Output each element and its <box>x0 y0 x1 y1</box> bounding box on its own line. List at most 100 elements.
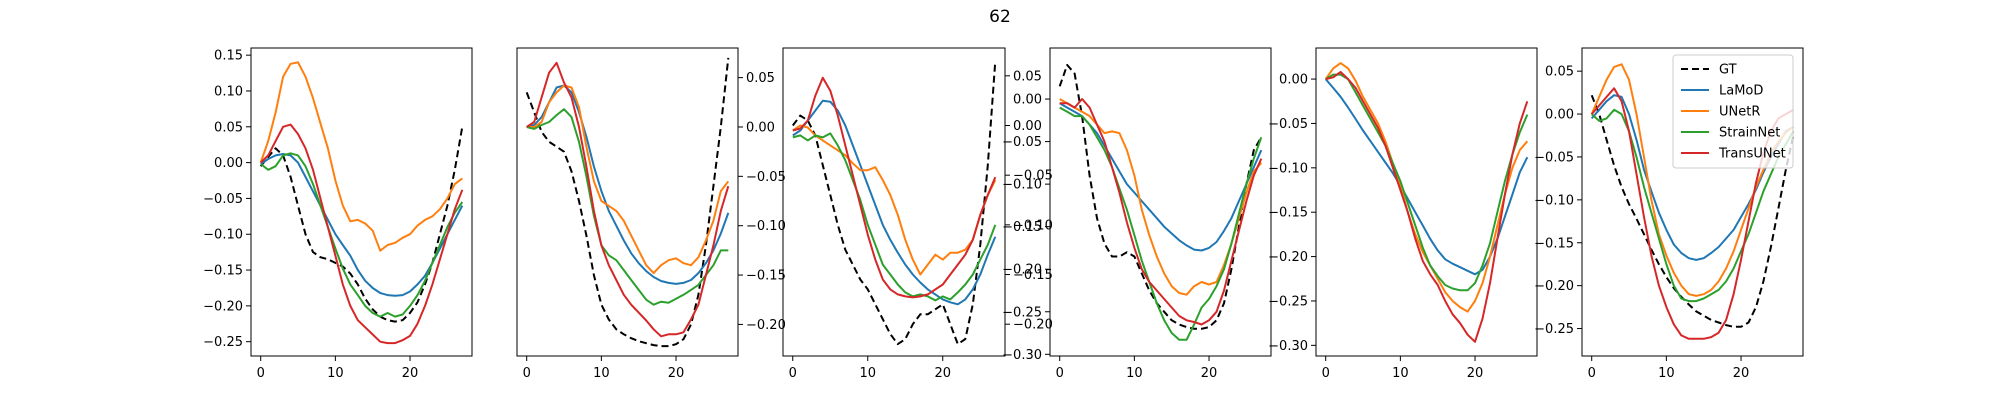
x-tick-label: 20 <box>934 366 951 381</box>
y-tick-label: −0.20 <box>746 318 786 333</box>
series-line-transunet <box>526 61 730 338</box>
series-line-strainnet <box>1325 73 1529 292</box>
y-tick-label: −0.15 <box>1002 220 1042 235</box>
y-tick-label: 0.00 <box>1013 119 1042 134</box>
legend-label-strainnet: StrainNet <box>1719 126 1780 141</box>
x-tick-label: 20 <box>1733 366 1750 381</box>
y-tick-label: −0.10 <box>203 228 243 243</box>
series-line-unetr <box>1590 63 1794 297</box>
legend-label-unetr: UNetR <box>1719 105 1760 120</box>
series-line-unetr <box>526 84 730 275</box>
y-tick-label: −0.20 <box>1013 318 1053 333</box>
y-tick-label: −0.25 <box>1268 294 1308 309</box>
x-tick-label: 0 <box>523 366 531 381</box>
y-tick-label: −0.10 <box>1534 193 1574 208</box>
x-tick-label: 20 <box>668 366 685 381</box>
series-line-gt <box>1590 94 1795 328</box>
series-line-lamod <box>1590 94 1794 261</box>
axes-frame <box>782 47 1006 357</box>
series-line-gt <box>792 60 997 346</box>
series-line-strainnet <box>1591 108 1795 303</box>
y-tick-label: −0.10 <box>746 219 786 234</box>
x-tick-label: 0 <box>1588 366 1596 381</box>
plot-lines <box>1590 63 1795 340</box>
y-tick-label: −0.05 <box>1002 135 1042 150</box>
series-line-lamod <box>1324 78 1529 276</box>
y-tick-label: −0.30 <box>1268 339 1308 354</box>
y-tick-label: 0.00 <box>214 156 243 171</box>
y-tick-label: −0.05 <box>1268 117 1308 132</box>
x-tick-label: 10 <box>1126 366 1143 381</box>
series-line-strainnet <box>526 108 729 306</box>
x-tick-label: 20 <box>1201 366 1218 381</box>
legend: GT LaMoD UNetR StrainNet TransUNet <box>1672 54 1794 169</box>
plot-lines <box>1324 62 1529 343</box>
y-tick-label: −0.20 <box>1268 250 1308 265</box>
plot-lines <box>1058 64 1263 341</box>
y-tick-label: −0.15 <box>203 264 243 279</box>
subplot-grid: 0 10 200.150.100.050.00−0.05−0.10−0.15−0.2… <box>203 47 1804 381</box>
subplot-3: 0 10 200.050.00−0.05−0.10−0.15−0.20 <box>782 47 1053 381</box>
series-line-transunet <box>1059 98 1263 326</box>
y-tick-label: −0.15 <box>746 269 786 284</box>
legend-label-transunet: TransUNet <box>1718 147 1786 162</box>
y-tick-label: 0.05 <box>1545 65 1574 80</box>
x-tick-label: 10 <box>593 366 610 381</box>
series-line-lamod <box>1059 102 1263 252</box>
subplot-6: 0 10 20 0.05 0.00 −0.05 −0.10 −0.15 −0.20 −0.25 GT… <box>1534 47 1804 381</box>
x-tick-label: 0 <box>257 366 265 381</box>
subplot-5: 0 10 20 0.00 −0.05 −0.10 −0.15 −0.20 −0.25 −0.30 <box>1268 47 1538 381</box>
x-tick-label: 20 <box>402 366 419 381</box>
y-tick-label: −0.20 <box>203 299 243 314</box>
plot-lines <box>525 57 730 348</box>
series-line-unetr <box>792 124 997 276</box>
x-tick-label: 0 <box>789 366 797 381</box>
y-tick-label: 0.15 <box>214 49 243 64</box>
y-tick-label: 0.00 <box>746 120 775 135</box>
legend-box <box>1672 54 1794 169</box>
y-tick-label: −0.10 <box>1002 178 1042 193</box>
series-line-gt <box>525 57 730 348</box>
series-line-transunet <box>792 76 997 299</box>
series-line-gt <box>1058 64 1263 330</box>
legend-label-lamod: LaMoD <box>1719 84 1763 99</box>
axes-frame <box>1315 47 1538 357</box>
x-tick-label: 20 <box>1467 366 1484 381</box>
y-tick-label: −0.10 <box>1268 161 1308 176</box>
y-tick-label: −0.05 <box>746 170 786 185</box>
x-tick-label: 10 <box>859 366 876 381</box>
x-tick-label: 0 <box>1322 366 1330 381</box>
y-tick-label: −0.25 <box>203 335 243 350</box>
plot-lines <box>792 60 997 346</box>
y-tick-label: −0.25 <box>1534 322 1574 337</box>
subplot-4: 0 10 200.00−0.05−0.10−0.15−0.20−0.25−0.30 <box>1002 47 1272 381</box>
y-tick-label: 0.10 <box>214 84 243 99</box>
y-tick-label: 0.00 <box>1279 73 1308 88</box>
x-tick-label: 0 <box>1056 366 1064 381</box>
y-tick-label: −0.20 <box>1002 263 1042 278</box>
y-tick-label: −0.20 <box>1534 279 1574 294</box>
axes-frame <box>516 47 739 357</box>
series-line-lamod <box>792 99 997 306</box>
y-tick-label: 0.00 <box>1013 93 1042 108</box>
series-line-lamod <box>526 84 730 285</box>
series-line-transunet <box>260 123 464 345</box>
y-tick-label: 0.00 <box>1545 108 1574 123</box>
x-tick-label: 10 <box>1658 366 1675 381</box>
plot-lines <box>259 61 464 345</box>
y-tick-label: 0.05 <box>214 120 243 135</box>
series-line-transunet <box>1325 71 1529 343</box>
y-tick-label: −0.05 <box>203 192 243 207</box>
series-line-strainnet <box>792 132 997 302</box>
axes-frame <box>250 47 473 357</box>
y-tick-label: 0.05 <box>746 71 775 86</box>
series-line-strainnet <box>1059 106 1263 341</box>
legend-label-gt: GT <box>1719 63 1737 78</box>
series-line-unetr <box>259 61 463 252</box>
subplot-2: 0 10 20 0.05 0.00 −0.05 −0.10 −0.15 −0.20 <box>516 47 786 381</box>
axes-frame <box>1581 47 1804 357</box>
y-tick-label: 0.05 <box>1013 69 1042 84</box>
y-tick-label: −0.15 <box>1268 206 1308 221</box>
